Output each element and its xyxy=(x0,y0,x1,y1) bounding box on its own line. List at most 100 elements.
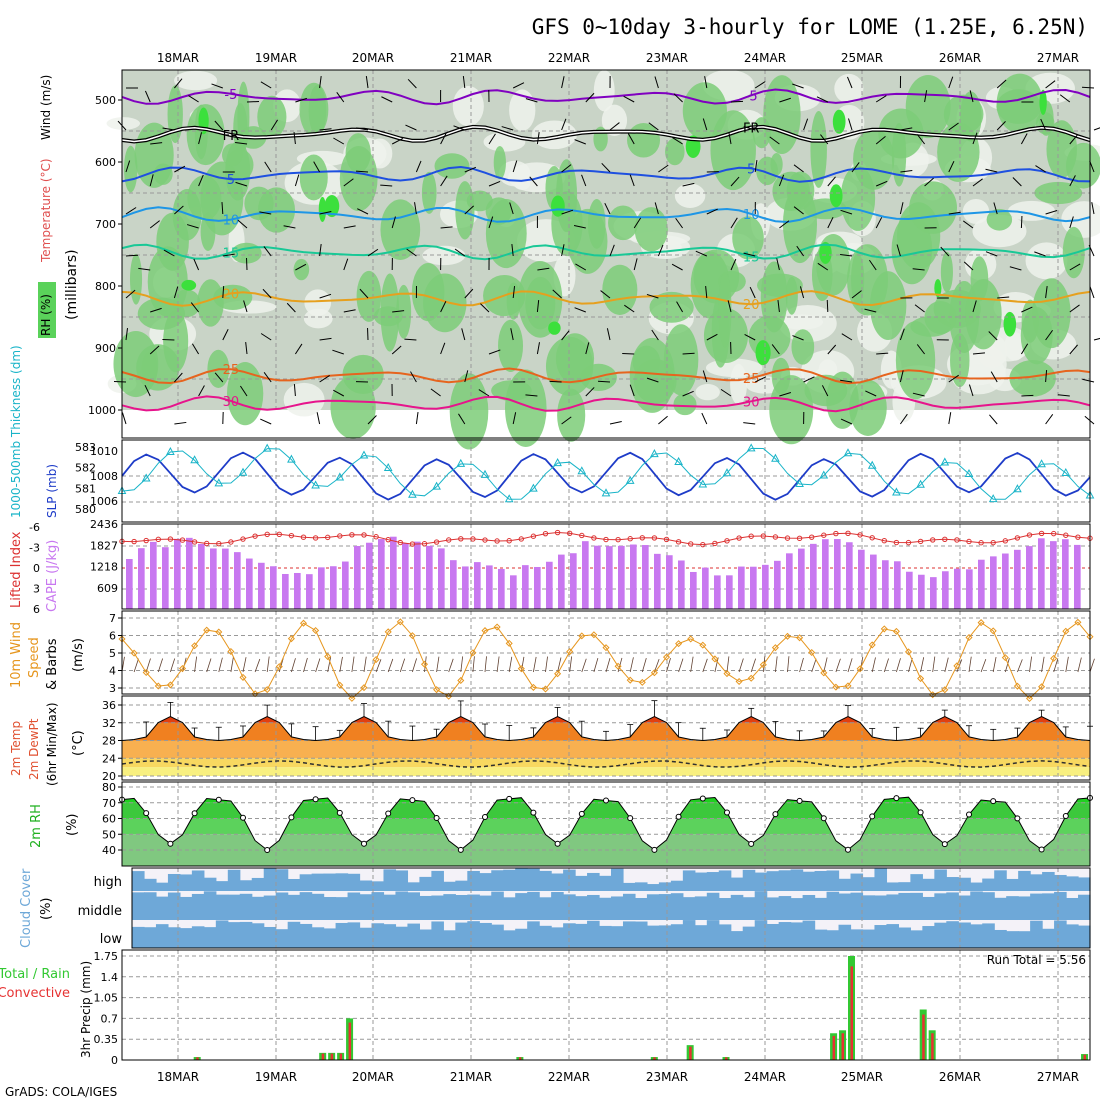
wind10m-marker xyxy=(118,635,126,643)
li-marker xyxy=(675,539,682,545)
wind10m-marker xyxy=(759,661,767,669)
cloud-cell-low xyxy=(898,927,911,948)
rh-saturated-patch xyxy=(819,241,832,264)
cloud-cell-high xyxy=(1006,878,1019,891)
cape-bar xyxy=(462,566,469,609)
wind-barb xyxy=(676,301,684,313)
wind10m-marker xyxy=(142,668,150,677)
li-marker xyxy=(712,540,718,547)
rh-moist-patch xyxy=(1009,360,1056,397)
cloud-cell-middle xyxy=(359,894,373,920)
cloud-cell-low xyxy=(539,925,552,948)
wind-barb xyxy=(222,329,229,341)
wind-barb xyxy=(462,76,466,89)
cape-panel-frame xyxy=(121,523,1091,610)
wind10m-barb xyxy=(980,658,987,673)
li-marker xyxy=(1002,538,1008,544)
rh2m-marker xyxy=(724,809,730,816)
wind10m-barb xyxy=(133,658,139,673)
series-lifted-index xyxy=(121,531,1091,546)
cape-bar xyxy=(474,562,481,609)
temp2m-panel-frame xyxy=(121,695,1091,781)
wind-barb xyxy=(235,181,248,187)
wind10m-marker xyxy=(650,669,658,677)
wind10m-barb xyxy=(750,658,756,673)
wind-barb xyxy=(581,174,587,187)
li-marker xyxy=(191,539,198,545)
wind-barb xyxy=(796,245,805,257)
wind10m-marker xyxy=(917,674,925,683)
cape-bar xyxy=(798,548,805,609)
wind-barb xyxy=(125,328,129,341)
wind10m-marker xyxy=(868,641,876,649)
rh-moist-patch xyxy=(905,74,951,139)
cloud-cell-low xyxy=(251,923,265,948)
li-marker xyxy=(240,536,246,542)
wind-barb xyxy=(900,127,913,131)
precip-conv-bar xyxy=(321,1053,325,1060)
wind-barb xyxy=(968,384,974,397)
wind10m-marker xyxy=(493,623,501,631)
wind10m-marker xyxy=(941,686,949,694)
cape-bar xyxy=(330,566,337,609)
li-marker xyxy=(639,535,645,541)
wind-barb xyxy=(1069,263,1081,271)
wind-barb xyxy=(1040,118,1047,131)
date-bottom-22MAR: 22MAR xyxy=(548,1070,590,1084)
wind-barb xyxy=(841,333,853,341)
wind-barb xyxy=(803,376,815,383)
li-marker xyxy=(905,539,912,546)
wind10m-marker xyxy=(154,682,162,690)
cloud-cell-low xyxy=(575,923,588,948)
cloud-cell-middle xyxy=(850,892,864,920)
isotherm-label-5-1: 5 xyxy=(747,162,755,177)
li-marker xyxy=(325,534,331,541)
wind-barb xyxy=(512,160,518,173)
cloud-cell-low xyxy=(778,922,792,948)
wind10m-barb xyxy=(920,657,925,673)
precip-tick-0.35: 0.35 xyxy=(94,1033,119,1046)
cloud-cell-low xyxy=(155,924,169,948)
li-marker xyxy=(688,541,694,547)
wind10m-barb xyxy=(775,656,778,673)
ylabel-lifted-index: Lifted Index xyxy=(9,531,24,608)
rh-moist-patch xyxy=(665,138,685,166)
wind-barb xyxy=(651,329,659,341)
wind-barb xyxy=(1069,134,1078,145)
rh-dry-patch xyxy=(452,86,484,127)
cloud-cell-high xyxy=(862,877,876,891)
rh-moist-patch xyxy=(602,264,638,315)
li-marker xyxy=(530,533,537,539)
wind10m-marker xyxy=(989,627,997,635)
date-top-20MAR: 20MAR xyxy=(352,51,394,65)
wind-barb xyxy=(606,328,611,341)
thickness-marker xyxy=(843,448,853,457)
cape-bar xyxy=(846,542,853,609)
cloud-cell-low xyxy=(1054,920,1067,948)
wind-barb xyxy=(333,389,345,397)
wind-barb xyxy=(777,300,780,313)
wind-barb xyxy=(1009,266,1022,271)
cloud-cell-middle xyxy=(323,897,337,920)
wind10m-barb xyxy=(448,658,454,673)
li-tick--3: -3 xyxy=(29,542,40,555)
wind10m-marker xyxy=(166,681,174,689)
wind-barb xyxy=(875,95,887,103)
wind-barb xyxy=(365,76,369,89)
wind10m-marker xyxy=(1025,694,1034,703)
wind-barb xyxy=(948,76,954,89)
wind10m-marker xyxy=(1086,633,1094,641)
wind10m-marker xyxy=(299,619,308,627)
cloud-cell-high xyxy=(395,870,409,891)
li-marker xyxy=(615,536,621,543)
rh-dry-patch xyxy=(531,120,577,150)
cloud-cell-middle xyxy=(587,894,600,920)
cloud-cell-low xyxy=(551,927,564,948)
cloud-cell-high xyxy=(227,869,241,891)
wind-barb xyxy=(851,162,860,173)
thickness-marker xyxy=(625,475,635,484)
rh2m-marker xyxy=(603,797,609,804)
cape-bar xyxy=(150,541,157,609)
li-marker xyxy=(857,532,863,538)
wind-barb xyxy=(792,83,804,89)
